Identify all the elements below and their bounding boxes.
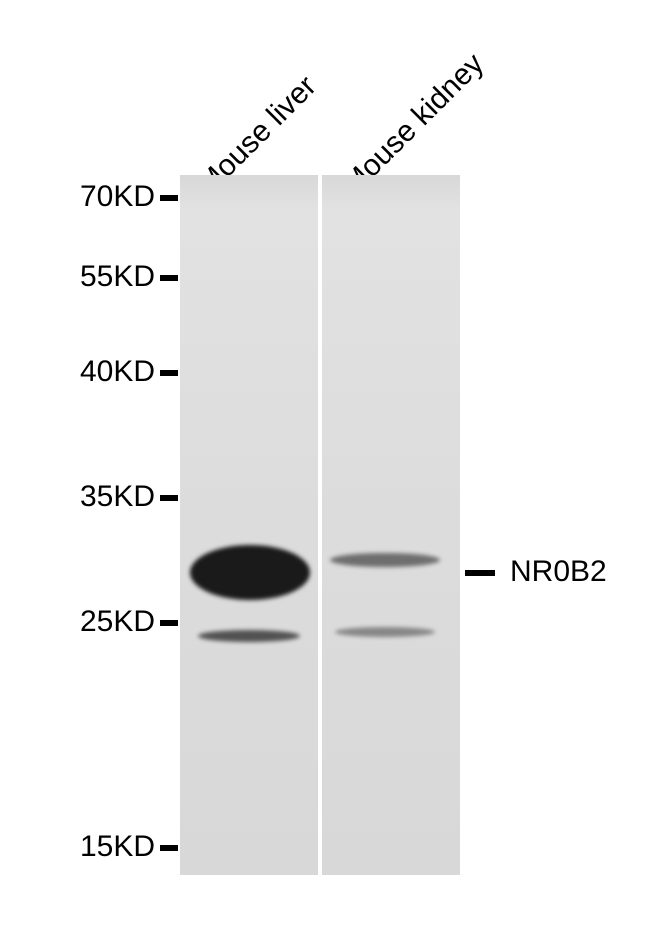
blot-membrane (180, 175, 460, 875)
mw-label-40kd: 40KD (80, 355, 155, 389)
western-blot-figure: Mouse liver Mouse kidney 70KD 55KD 40KD … (0, 0, 650, 944)
band-lane2-lower (335, 627, 435, 637)
protein-label-nr0b2: NR0B2 (510, 555, 607, 589)
mw-label-35kd: 35KD (80, 480, 155, 514)
mw-tick-35kd (160, 495, 178, 501)
band-lane2-main (330, 553, 440, 567)
lane-divider (318, 175, 322, 875)
band-lane1-main (190, 545, 310, 600)
mw-label-70kd: 70KD (80, 180, 155, 214)
mw-tick-25kd (160, 620, 178, 626)
mw-tick-40kd (160, 370, 178, 376)
protein-tick (465, 570, 495, 576)
mw-tick-55kd (160, 275, 178, 281)
mw-tick-70kd (160, 195, 178, 201)
lane-2 (322, 175, 460, 875)
mw-label-55kd: 55KD (80, 260, 155, 294)
mw-label-15kd: 15KD (80, 830, 155, 864)
lane-1 (180, 175, 318, 875)
band-lane1-lower (198, 630, 300, 642)
mw-tick-15kd (160, 845, 178, 851)
mw-label-25kd: 25KD (80, 605, 155, 639)
